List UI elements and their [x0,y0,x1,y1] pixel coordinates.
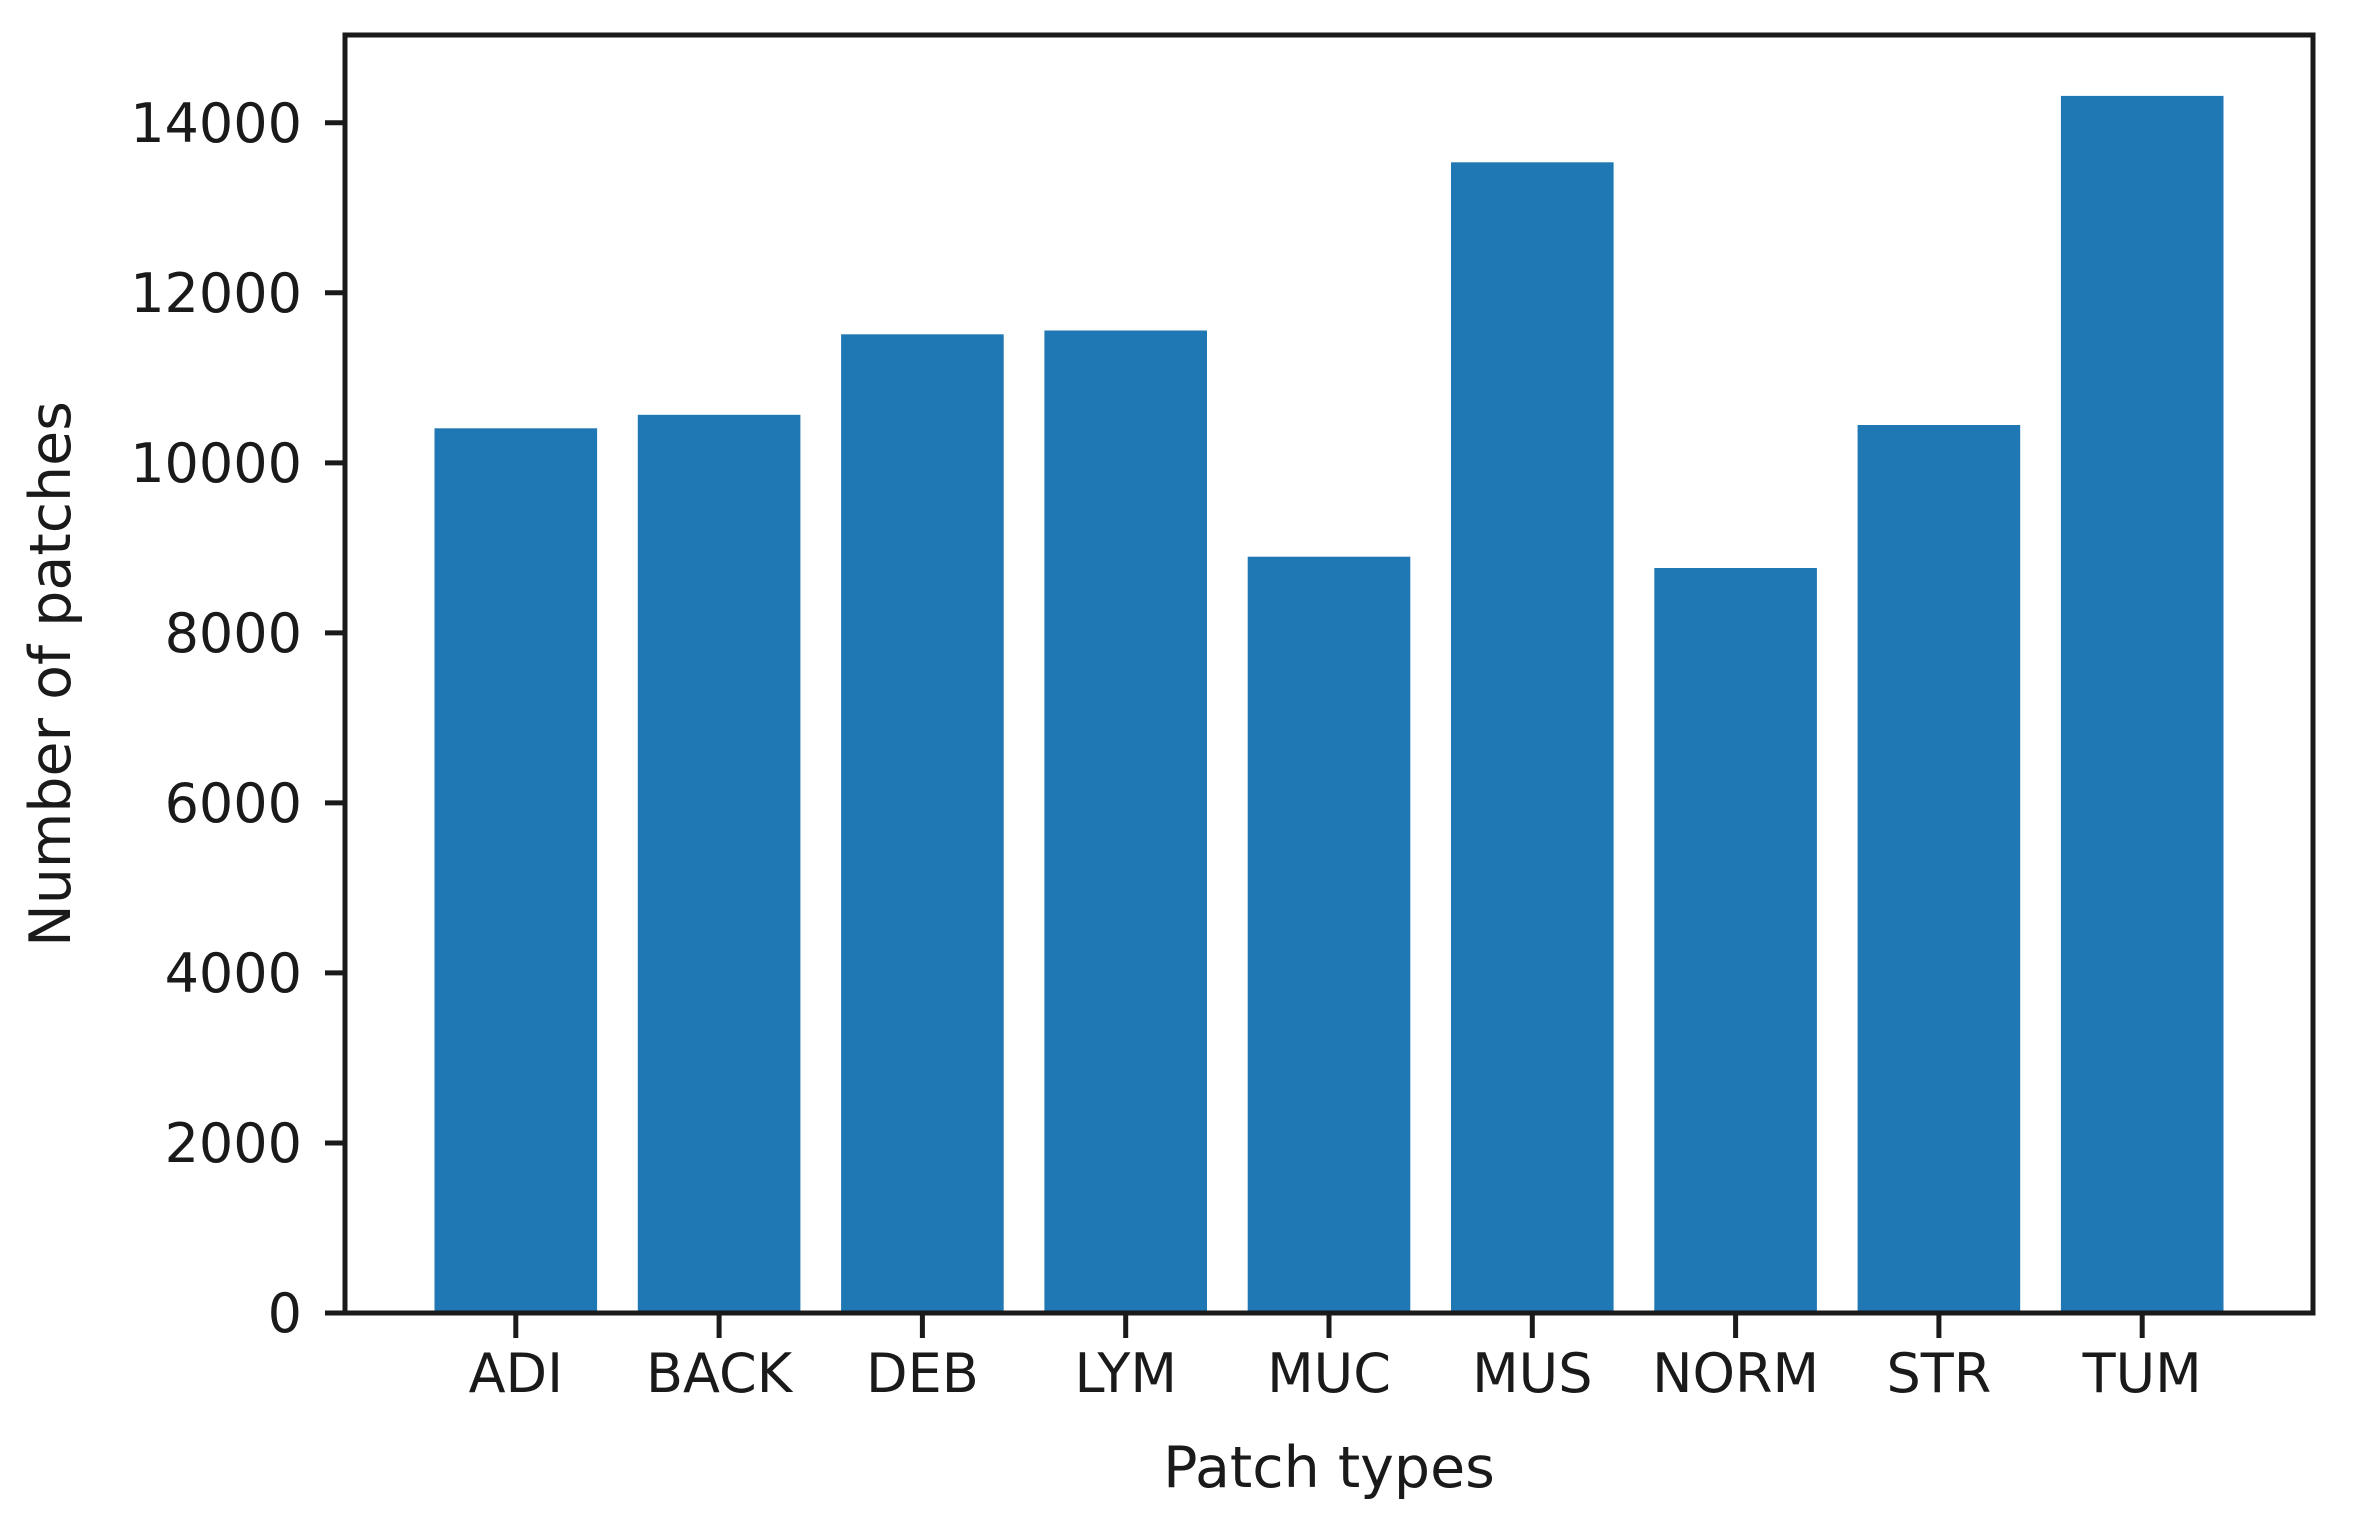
bar-str [1857,425,2021,1313]
y-tick-label: 10000 [130,432,302,495]
y-axis-label: Number of patches [18,401,84,947]
bar-mus [1451,162,1614,1313]
y-tick-label: 14000 [130,92,302,155]
x-tick-label: STR [1887,1342,1992,1405]
y-tick-label: 6000 [165,772,302,835]
bars-layer [434,95,2224,1313]
y-axis-ticks: 0 2000 4000 6000 8000 10000 12000 14000 [130,92,345,1345]
x-tick-label: DEB [866,1342,979,1405]
y-tick-label: 12000 [130,262,302,325]
x-axis-label: Patch types [1163,1435,1495,1501]
bar-tum [2060,95,2224,1313]
x-tick-label: BACK [646,1342,794,1405]
y-tick-label: 2000 [165,1112,302,1175]
y-tick-label: 4000 [165,942,302,1005]
x-tick-label: NORM [1652,1342,1819,1405]
bar-adi [434,428,598,1313]
bar-deb [841,334,1004,1313]
x-tick-label: MUC [1267,1342,1391,1405]
x-tick-label: MUS [1472,1342,1592,1405]
bar-back [637,414,801,1313]
x-tick-label: LYM [1074,1342,1177,1405]
bar-lym [1044,330,1207,1313]
y-tick-label: 0 [268,1282,302,1345]
x-tick-label: ADI [469,1342,563,1405]
x-axis-ticks: ADI BACK DEB LYM MUC MUS NORM STR TUM [469,1313,2202,1405]
bar-muc [1247,556,1411,1313]
x-tick-label: TUM [2082,1342,2202,1405]
y-tick-label: 8000 [165,602,302,665]
bar-norm [1654,568,1817,1313]
